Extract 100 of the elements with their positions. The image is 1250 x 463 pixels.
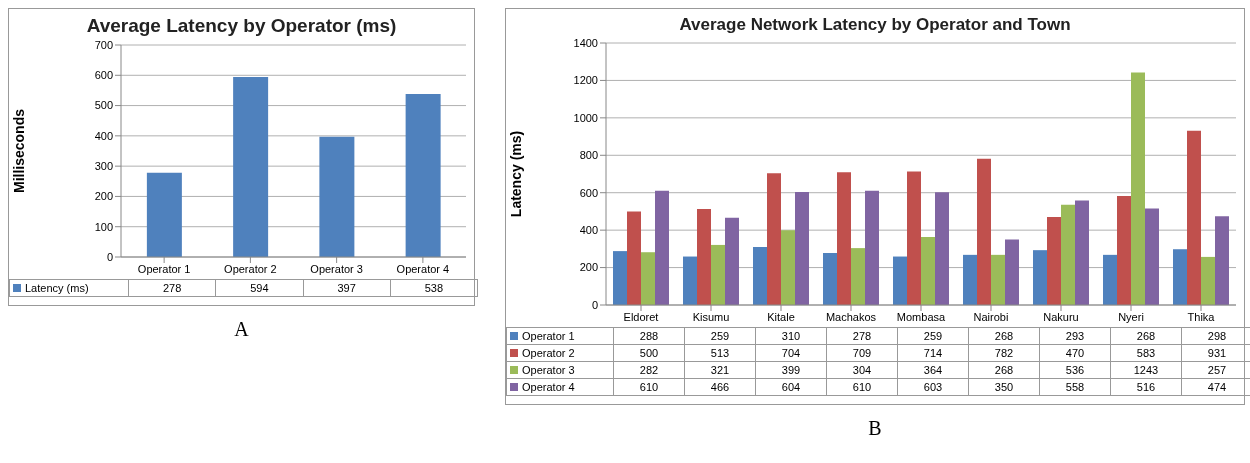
y-tick-label: 500	[94, 99, 113, 112]
bar	[1033, 250, 1047, 305]
bar	[683, 256, 697, 305]
bar	[1117, 195, 1131, 305]
data-label: 259	[897, 327, 969, 345]
bar	[865, 190, 879, 305]
bar	[319, 136, 355, 257]
y-tick-label: 200	[579, 261, 598, 274]
data-label: 321	[684, 361, 756, 379]
data-label: 500	[613, 344, 685, 362]
chart-title: Average Network Latency by Operator and Town	[678, 15, 1072, 35]
data-label: 513	[684, 344, 756, 362]
bar	[613, 251, 627, 305]
data-label: 1243	[1110, 361, 1182, 379]
x-tick-label: Nyeri	[1118, 310, 1144, 323]
bar	[753, 246, 767, 305]
bar	[823, 252, 837, 305]
bar	[935, 192, 949, 305]
data-label: 516	[1110, 378, 1182, 396]
x-tick-label: Operator 2	[224, 262, 277, 275]
bar	[641, 252, 655, 305]
y-tick-label: 600	[94, 69, 113, 82]
bar	[907, 171, 921, 305]
y-tick-label: 800	[579, 149, 598, 162]
y-tick-label: 1400	[573, 36, 598, 49]
bar	[767, 173, 781, 305]
bar	[146, 172, 182, 257]
legend-label: Latency (ms)	[9, 279, 129, 297]
y-tick-label: 1200	[573, 74, 598, 87]
y-tick-label: 100	[94, 220, 113, 233]
data-label: 536	[1039, 361, 1111, 379]
y-tick-label: 400	[94, 129, 113, 142]
bar	[893, 256, 907, 305]
data-label: 558	[1039, 378, 1111, 396]
bar	[233, 77, 269, 257]
data-label: 474	[1181, 378, 1250, 396]
bar	[1173, 249, 1187, 305]
bar	[725, 217, 739, 305]
bar	[1005, 239, 1019, 305]
data-label: 257	[1181, 361, 1250, 379]
data-label: 399	[755, 361, 827, 379]
y-axis-title: Milliseconds	[10, 108, 27, 194]
data-label: 466	[684, 378, 756, 396]
bar	[1201, 256, 1215, 305]
legend-label: Operator 4	[506, 378, 614, 396]
x-tick-label: Thika	[1187, 310, 1216, 323]
y-tick-label: 300	[94, 160, 113, 173]
y-tick-label: 400	[579, 224, 598, 237]
data-label: 782	[968, 344, 1040, 362]
data-label: 278	[128, 279, 216, 297]
bar	[837, 172, 851, 305]
bar	[1061, 204, 1075, 305]
data-label: 604	[755, 378, 827, 396]
legend-label: Operator 1	[506, 327, 614, 345]
y-tick-label: 0	[591, 298, 598, 311]
data-label: 304	[826, 361, 898, 379]
y-tick-label: 600	[579, 186, 598, 199]
bar	[1075, 200, 1089, 305]
x-tick-label: Operator 3	[310, 262, 363, 275]
x-tick-label: Operator 1	[137, 262, 191, 275]
bar	[697, 209, 711, 305]
data-label: 268	[1110, 327, 1182, 345]
bar	[963, 254, 977, 305]
y-tick-label: 200	[94, 190, 113, 203]
data-label: 709	[826, 344, 898, 362]
y-tick-label: 0	[106, 250, 113, 263]
bar	[795, 191, 809, 305]
y-tick-label: 700	[94, 38, 113, 51]
y-tick-label: 1000	[573, 111, 598, 124]
x-tick-label: Mombasa	[896, 310, 947, 323]
bar	[991, 254, 1005, 305]
data-label: 282	[613, 361, 685, 379]
bar	[1145, 208, 1159, 305]
x-tick-label: Kisumu	[692, 310, 730, 323]
data-label: 268	[968, 327, 1040, 345]
data-label: 610	[826, 378, 898, 396]
bar	[1215, 216, 1229, 305]
bar	[921, 236, 935, 305]
x-tick-label: Nakuru	[1043, 310, 1079, 323]
data-label: 364	[897, 361, 969, 379]
data-label: 278	[826, 327, 898, 345]
bar	[711, 244, 725, 305]
data-label: 704	[755, 344, 827, 362]
text: A	[234, 318, 249, 341]
data-label: 310	[755, 327, 827, 345]
data-label: 583	[1110, 344, 1182, 362]
x-tick-label: Nairobi	[973, 310, 1009, 323]
data-label: 350	[968, 378, 1040, 396]
data-label: 298	[1181, 327, 1250, 345]
data-label: 293	[1039, 327, 1111, 345]
data-label: 603	[897, 378, 969, 396]
x-tick-label: Machakos	[825, 310, 877, 323]
legend-label: Operator 3	[506, 361, 614, 379]
bar	[655, 190, 669, 305]
data-label: 931	[1181, 344, 1250, 362]
bar	[977, 158, 991, 305]
data-label: 288	[613, 327, 685, 345]
bar	[627, 211, 641, 305]
bar	[781, 230, 795, 305]
data-label: 470	[1039, 344, 1111, 362]
